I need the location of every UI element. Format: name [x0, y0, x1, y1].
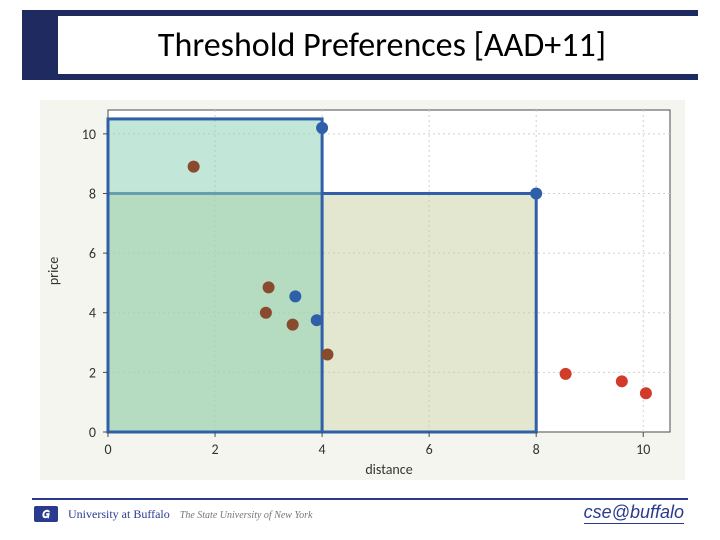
scatter-point-brown [188, 161, 200, 173]
footer: 𝑮 University at Buffalo The State Univer… [0, 488, 720, 540]
scatter-chart: 0 2 4 6 8 10 0 2 4 6 8 10 distance price [40, 100, 685, 480]
scatter-point-blue [530, 187, 542, 199]
x-tick-label: 10 [636, 441, 650, 458]
scatter-point-red [640, 387, 652, 399]
x-tick-label: 0 [104, 441, 111, 458]
scatter-point-red [616, 375, 628, 387]
y-axis-label: price [45, 257, 62, 285]
y-tick-label: 0 [89, 424, 96, 441]
slide: Threshold Preferences [AAD+11] 0 2 4 6 8 10 0 2… [0, 0, 720, 540]
university-subtitle: The State University of New York [180, 510, 313, 521]
y-tick-label: 6 [89, 245, 96, 262]
threshold-region [108, 119, 322, 432]
chart-svg: 0 2 4 6 8 10 0 2 4 6 8 10 distance price [40, 100, 685, 480]
university-name: University at Buffalo [68, 507, 170, 522]
scatter-point-blue [289, 290, 301, 302]
scatter-point-brown [263, 281, 275, 293]
title-bar: Threshold Preferences [AAD+11] [22, 10, 698, 80]
footer-divider [32, 498, 688, 500]
x-axis-label: distance [365, 461, 412, 478]
ub-logo-icon: 𝑮 [34, 506, 58, 522]
scatter-point-brown [321, 348, 333, 360]
title-inner: Threshold Preferences [AAD+11] [58, 16, 706, 74]
scatter-point-blue [316, 122, 328, 134]
y-tick-label: 4 [89, 305, 96, 322]
y-tick-label: 2 [89, 364, 96, 381]
x-tick-label: 4 [319, 441, 326, 458]
footer-left: 𝑮 University at Buffalo The State Univer… [34, 506, 312, 522]
scatter-point-brown [260, 307, 272, 319]
scatter-point-brown [287, 319, 299, 331]
y-tick-label: 8 [89, 185, 96, 202]
page-title: Threshold Preferences [AAD+11] [158, 25, 606, 66]
x-tick-label: 6 [426, 441, 433, 458]
x-tick-label: 8 [533, 441, 540, 458]
footer-right-brand: cse@buffalo [584, 502, 684, 524]
scatter-point-blue [311, 314, 323, 326]
scatter-point-red [560, 368, 572, 380]
x-tick-label: 2 [211, 441, 218, 458]
y-tick-label: 10 [82, 126, 96, 143]
